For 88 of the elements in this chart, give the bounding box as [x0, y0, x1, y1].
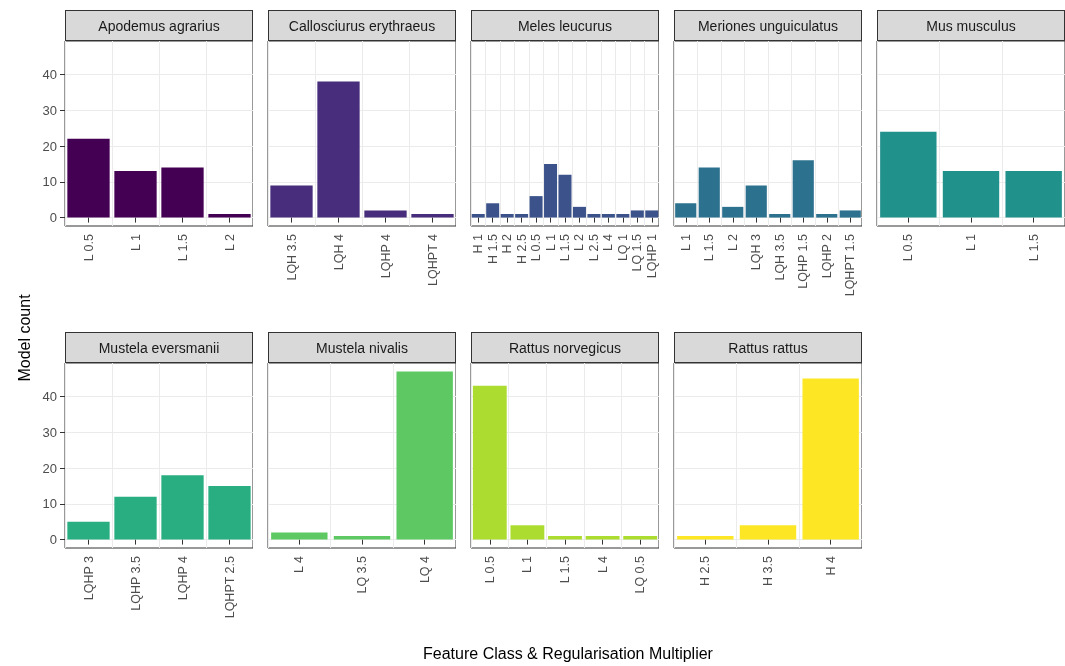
x-tick-label: L 0.5 — [81, 233, 96, 262]
chart-title: Mustela eversmanii — [65, 332, 253, 363]
x-tick-label: L 4 — [292, 555, 307, 573]
bar — [114, 496, 157, 540]
bar — [270, 185, 313, 218]
bar — [411, 214, 454, 218]
x-tick-label: LQHP 1 — [644, 233, 659, 279]
x-tick-label: L 1 — [128, 233, 143, 251]
x-tick-label: H 1 — [471, 233, 486, 254]
chart-title: Callosciurus erythraeus — [268, 10, 456, 41]
y-tick-label: 40 — [42, 66, 57, 82]
x-tick-label: LQH 3.5 — [772, 233, 787, 281]
x-tick-label: LQH 3.5 — [284, 233, 299, 281]
chart-title: Mustela nivalis — [268, 332, 456, 363]
bar — [208, 485, 251, 540]
x-tick-label: L 1.5 — [1026, 233, 1041, 262]
x-tick-label: H 2.5 — [514, 233, 529, 264]
y-tick-label: 30 — [42, 102, 57, 118]
x-tick-label: L 4 — [601, 233, 616, 251]
x-tick-label: L 1 — [964, 233, 978, 251]
bar — [698, 167, 720, 218]
bar — [114, 171, 157, 218]
x-tick-label: H 1.5 — [485, 233, 500, 264]
x-tick-label: L 2 — [222, 233, 237, 251]
x-tick-label: LQ 4 — [417, 555, 432, 584]
x-tick-label: LQHPT 1.5 — [843, 233, 858, 297]
bar — [161, 475, 204, 540]
x-tick-label: LQ 1 — [615, 233, 630, 262]
x-tick-label: LQH 4 — [331, 233, 346, 271]
bar — [67, 521, 110, 540]
bar — [161, 167, 204, 218]
y-tick-label: 20 — [42, 460, 57, 476]
x-tick-label: H 2.5 — [698, 555, 713, 586]
x-tick-label: H 3.5 — [761, 555, 775, 586]
x-tick-label: LQ 0.5 — [633, 555, 648, 594]
y-tick-label: 20 — [42, 138, 57, 154]
y-tick-label: 40 — [42, 388, 57, 404]
x-tick-label: L 0.5 — [901, 233, 916, 262]
x-tick-label: LQ 1.5 — [630, 233, 645, 272]
x-tick-label: L 0.5 — [482, 555, 497, 584]
y-tick-label: 30 — [42, 424, 57, 440]
x-tick-label: LQHP 3.5 — [128, 555, 143, 611]
x-tick-label: L 4 — [595, 555, 610, 573]
x-tick-label: L 1.5 — [175, 233, 190, 262]
y-tick-label: 10 — [42, 174, 57, 190]
x-tick-label: L 2.5 — [586, 233, 601, 262]
x-tick-label: LQHPT 4 — [425, 233, 440, 286]
bar — [722, 206, 744, 218]
bar — [364, 210, 407, 218]
x-tick-label: L 1 — [520, 555, 535, 573]
x-tick-label: L 1 — [543, 233, 558, 251]
x-tick-label: LQHP 3 — [81, 555, 96, 601]
x-tick-label: H 4 — [823, 555, 838, 576]
x-tick-label: L 1.5 — [558, 233, 572, 262]
bar — [745, 185, 767, 218]
bar — [816, 214, 838, 218]
chart-title: Rattus rattus — [674, 332, 862, 363]
bar — [208, 214, 251, 218]
x-tick-label: H 2 — [500, 233, 515, 254]
x-tick-label: LQHP 1.5 — [796, 233, 811, 289]
x-tick-label: LQHP 4 — [378, 233, 393, 279]
y-tick-label: 10 — [42, 496, 57, 512]
x-tick-label: LQH 3 — [749, 233, 764, 271]
x-tick-label: LQHP 2 — [819, 233, 834, 279]
chart-title: Apodemus agrarius — [65, 10, 253, 41]
x-tick-label: L 1.5 — [702, 233, 717, 262]
y-axis-title: Model count — [16, 294, 34, 382]
x-tick-label: L 0.5 — [529, 233, 544, 262]
x-tick-label: LQHP 4 — [175, 555, 190, 601]
x-tick-label: L 1.5 — [558, 555, 572, 584]
bar — [67, 138, 110, 218]
y-tick-label: 0 — [49, 532, 57, 548]
chart-title: Rattus norvegicus — [471, 332, 659, 363]
chart-title: Meles leucurus — [471, 10, 659, 41]
x-tick-label: LQHPT 2.5 — [222, 555, 237, 619]
x-tick-label: L 2 — [572, 233, 587, 251]
x-tick-label: L 1 — [678, 233, 693, 251]
bar — [769, 214, 791, 218]
y-tick-label: 0 — [49, 210, 57, 226]
bar — [317, 81, 360, 218]
chart-title: Meriones unguiculatus — [674, 10, 862, 41]
x-tick-label: L 2 — [725, 233, 740, 251]
x-axis-title: Feature Class & Regularisation Multiplier — [423, 645, 713, 663]
bar — [839, 210, 861, 218]
bar — [792, 160, 814, 218]
bar — [675, 203, 697, 218]
chart-title: Mus musculus — [877, 10, 1065, 41]
x-tick-label: LQ 3.5 — [355, 555, 369, 594]
